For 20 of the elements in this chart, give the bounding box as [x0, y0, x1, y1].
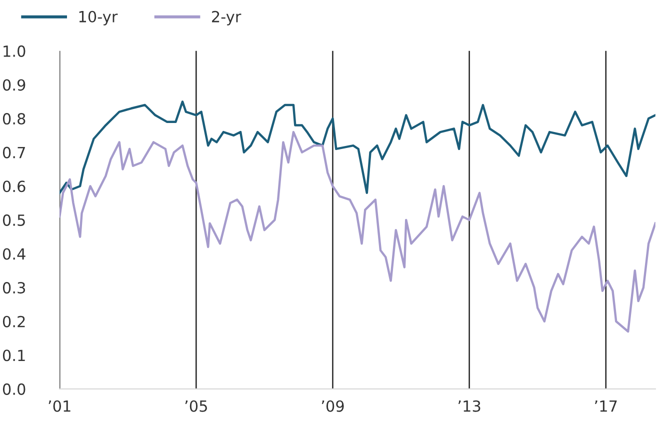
- y-tick-label: 0.7: [2, 146, 25, 158]
- x-tick-label: ’09: [322, 400, 344, 412]
- y-tick-label: 0.4: [2, 248, 26, 260]
- y-tick-label: 0.9: [2, 79, 26, 91]
- x-tick-label: ’13: [458, 400, 480, 412]
- x-tick-label: ’05: [185, 400, 207, 412]
- legend-label: 2-yr: [212, 10, 242, 26]
- y-tick-label: 0.6: [2, 180, 26, 192]
- y-tick-label: 0.0: [2, 383, 26, 395]
- y-tick-label: 0.3: [2, 282, 26, 294]
- line-series: [60, 100, 656, 194]
- y-tick-label: 0.1: [2, 350, 25, 362]
- y-tick-label: 0.8: [2, 112, 26, 125]
- x-tick-label: ’01: [48, 400, 70, 412]
- x-tick-label: ’17: [595, 400, 617, 412]
- line-series: [60, 130, 656, 333]
- y-tick-label: 0.5: [2, 214, 25, 226]
- y-tick-label: 1.0: [4, 45, 26, 57]
- legend-label: 10-yr: [79, 10, 118, 26]
- y-tick-label: 0.2: [2, 316, 25, 328]
